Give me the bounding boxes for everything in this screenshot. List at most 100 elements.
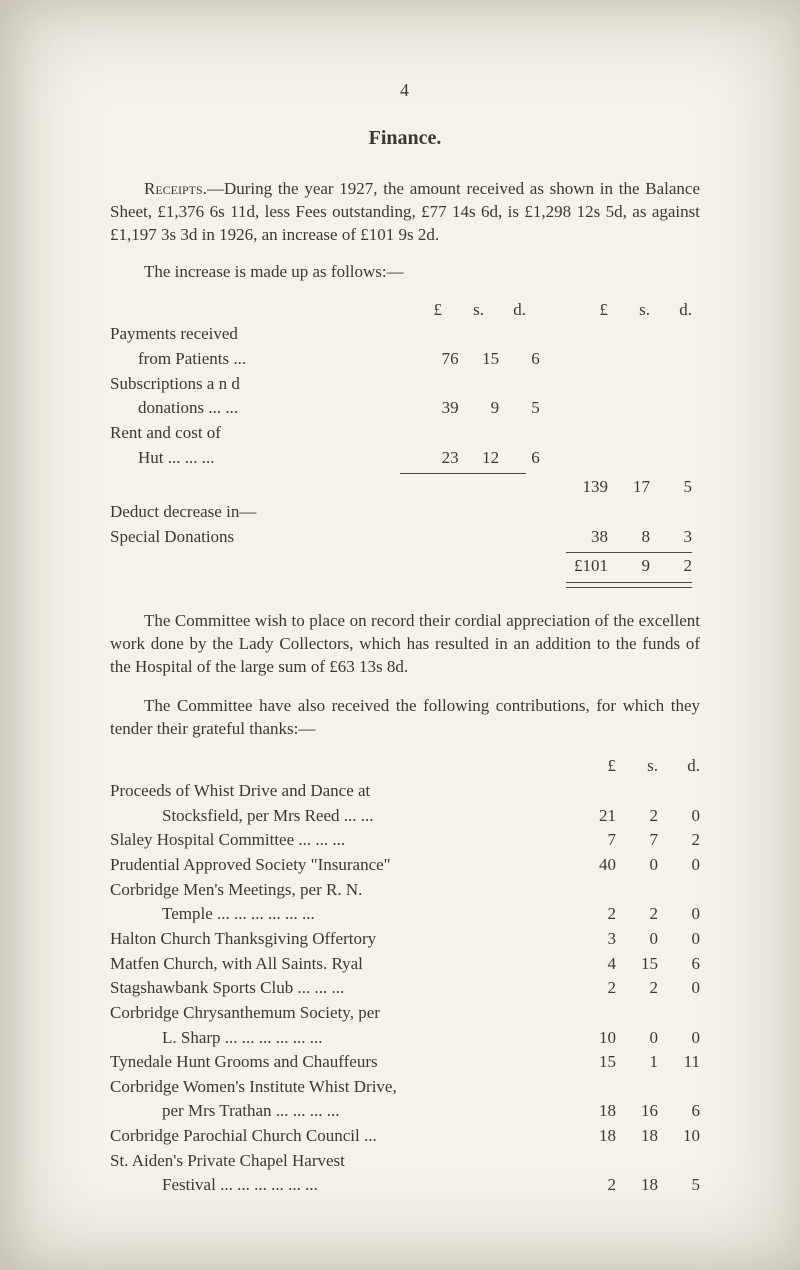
contrib-cell: 2	[574, 976, 616, 1001]
contrib-cell: 21	[574, 804, 616, 829]
ledger-cell: 17	[608, 475, 650, 500]
contrib-label: Corbridge Women's Institute Whist Drive,	[110, 1075, 574, 1100]
ledger-cell: 9	[459, 396, 500, 421]
contrib-row: Slaley Hospital Committee ... ... ...772	[110, 828, 700, 853]
ledger-row: from Patients ...76156	[110, 347, 700, 372]
ledger-cell: 2	[650, 554, 692, 579]
ledger-hdr-l-s: s.	[442, 298, 484, 323]
contrib-row: Tynedale Hunt Grooms and Chauffeurs15111	[110, 1050, 700, 1075]
ledger-row: Subscriptions a n d	[110, 372, 700, 397]
ledger-row: 139175	[110, 475, 700, 500]
contrib-row: Temple ... ... ... ... ... ...220	[110, 902, 700, 927]
contrib-row: Stagshawbank Sports Club ... ... ...220	[110, 976, 700, 1001]
contrib-cell: 0	[616, 1026, 658, 1051]
ledger-label: Hut ... ... ...	[110, 446, 418, 471]
contributions-list: £ s. d. Proceeds of Whist Drive and Danc…	[110, 754, 700, 1198]
contrib-cell: 0	[658, 902, 700, 927]
contrib-row: L. Sharp ... ... ... ... ... ...1000	[110, 1026, 700, 1051]
ledger-header-row: £ s. d. £ s. d.	[110, 298, 700, 323]
contrib-label: Tynedale Hunt Grooms and Chauffeurs	[110, 1050, 574, 1075]
section-heading: Finance.	[110, 127, 700, 150]
contrib-cell: 3	[574, 927, 616, 952]
contrib-label: L. Sharp ... ... ... ... ... ...	[110, 1026, 574, 1051]
contrib-label: Halton Church Thanksgiving Offertory	[110, 927, 574, 952]
ledger-table: £ s. d. £ s. d. Payments receivedfrom Pa…	[110, 298, 700, 588]
contrib-row: Matfen Church, with All Saints. Ryal4156	[110, 952, 700, 977]
contrib-row: Festival ... ... ... ... ... ...2185	[110, 1173, 700, 1198]
contrib-row: Proceeds of Whist Drive and Dance at	[110, 779, 700, 804]
contrib-label: Matfen Church, with All Saints. Ryal	[110, 952, 574, 977]
ledger-label: Rent and cost of	[110, 421, 400, 446]
contrib-cell: 2	[574, 902, 616, 927]
contrib-label: Temple ... ... ... ... ... ...	[110, 902, 574, 927]
ledger-hdr-r-d: d.	[650, 298, 692, 323]
contrib-cell: 18	[574, 1124, 616, 1149]
contrib-cell: 0	[616, 927, 658, 952]
ledger-cell: 3	[650, 525, 692, 550]
ledger-label: Deduct decrease in—	[110, 500, 400, 525]
contrib-cell: 11	[658, 1050, 700, 1075]
contrib-cell: 6	[658, 952, 700, 977]
contrib-row: per Mrs Trathan ... ... ... ...18166	[110, 1099, 700, 1124]
contrib-row: Corbridge Men's Meetings, per R. N.	[110, 878, 700, 903]
contrib-row: Stocksfield, per Mrs Reed ... ...2120	[110, 804, 700, 829]
paragraph-increase-intro: The increase is made up as follows:—	[110, 261, 700, 284]
contrib-cell: 0	[658, 927, 700, 952]
contrib-label: Proceeds of Whist Drive and Dance at	[110, 779, 574, 804]
contrib-cell: 0	[658, 976, 700, 1001]
contrib-label: Slaley Hospital Committee ... ... ...	[110, 828, 574, 853]
contrib-row: Corbridge Parochial Church Council ...18…	[110, 1124, 700, 1149]
contrib-cell: 4	[574, 952, 616, 977]
contrib-cell: 15	[616, 952, 658, 977]
contrib-cell: 2	[616, 976, 658, 1001]
page-number: 4	[110, 80, 700, 101]
ledger-cell: 5	[650, 475, 692, 500]
page: 4 Finance. Receipts.—During the year 192…	[0, 0, 800, 1270]
ledger-cell: 9	[608, 554, 650, 579]
contrib-row: Prudential Approved Society "Insurance"4…	[110, 853, 700, 878]
contrib-cell: 5	[658, 1173, 700, 1198]
ledger-label: Payments received	[110, 322, 400, 347]
contrib-cell: 2	[658, 828, 700, 853]
smallcaps-lead: Receipts.	[144, 179, 207, 198]
ledger-row: Hut ... ... ...23126	[110, 446, 700, 471]
ledger-row: £10192	[110, 554, 700, 579]
ledger-cell: 12	[459, 446, 500, 471]
ledger-row: donations ... ...3995	[110, 396, 700, 421]
contrib-cell: 10	[658, 1124, 700, 1149]
contrib-cell: 1	[616, 1050, 658, 1075]
contrib-label: Stocksfield, per Mrs Reed ... ...	[110, 804, 574, 829]
contrib-cell: 10	[574, 1026, 616, 1051]
paragraph-committee-thanks: The Committee wish to place on record th…	[110, 610, 700, 679]
contrib-label: Stagshawbank Sports Club ... ... ...	[110, 976, 574, 1001]
contrib-cell: 2	[574, 1173, 616, 1198]
ledger-hdr-r-s: s.	[608, 298, 650, 323]
contrib-hdr-s: s.	[616, 754, 658, 779]
contrib-cell: 0	[658, 853, 700, 878]
contrib-label: Prudential Approved Society "Insurance"	[110, 853, 574, 878]
contrib-label: St. Aiden's Private Chapel Harvest	[110, 1149, 574, 1174]
ledger-label: from Patients ...	[110, 347, 418, 372]
ledger-row: Deduct decrease in—	[110, 500, 700, 525]
ledger-cell: 38	[566, 525, 608, 550]
ledger-cell: 139	[566, 475, 608, 500]
ledger-label: Special Donations	[110, 525, 400, 550]
ledger-hdr-l-pound: £	[400, 298, 442, 323]
contrib-label: Corbridge Men's Meetings, per R. N.	[110, 878, 574, 903]
contrib-cell: 7	[574, 828, 616, 853]
contrib-label: Corbridge Chrysanthemum Society, per	[110, 1001, 574, 1026]
ledger-cell: 5	[499, 396, 540, 421]
contrib-cell: 18	[574, 1099, 616, 1124]
contrib-row: Corbridge Chrysanthemum Society, per	[110, 1001, 700, 1026]
ledger-label: Subscriptions a n d	[110, 372, 400, 397]
contrib-hdr-pound: £	[574, 754, 616, 779]
ledger-cell: 39	[418, 396, 459, 421]
contrib-cell: 2	[616, 804, 658, 829]
ledger-hdr-r-pound: £	[566, 298, 608, 323]
paragraph-receipts: Receipts.—During the year 1927, the amou…	[110, 178, 700, 247]
contrib-cell: 6	[658, 1099, 700, 1124]
contrib-cell: 0	[658, 804, 700, 829]
ledger-cell: 6	[499, 347, 540, 372]
contrib-header-row: £ s. d.	[110, 754, 700, 779]
ledger-hdr-l-d: d.	[484, 298, 526, 323]
